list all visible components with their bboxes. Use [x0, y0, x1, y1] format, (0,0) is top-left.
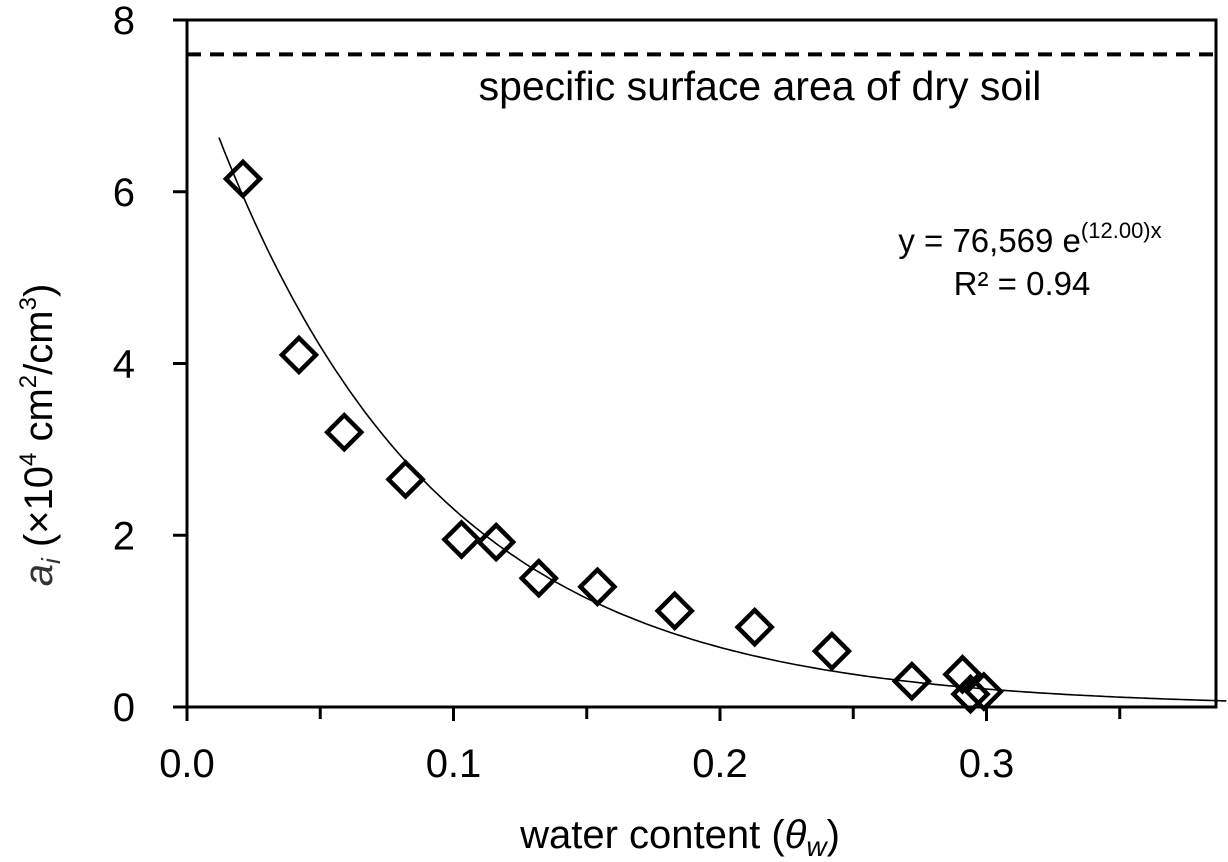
y-axis-title-symbol: a	[17, 564, 61, 586]
y-axis-title-per: /cm	[17, 310, 61, 374]
x-axis-title-symbol: θ	[785, 813, 807, 857]
data-point	[441, 519, 482, 560]
data-point	[734, 606, 775, 648]
reference-line-label: specific surface area of dry soil	[479, 63, 1042, 109]
x-axis-title-subscript: w	[806, 831, 828, 862]
fit-r-squared: R² = 0.94	[954, 265, 1091, 302]
y-axis-title-close: )	[17, 284, 61, 297]
x-tick-label: 0.1	[426, 742, 482, 786]
data-point	[324, 412, 365, 453]
data-point	[963, 671, 1005, 712]
y-axis-title-subscript: i	[36, 557, 66, 564]
y-axis-title-exp2: 2	[15, 375, 42, 388]
data-point	[811, 630, 853, 672]
data-point	[278, 334, 320, 376]
data-point	[518, 558, 559, 599]
data-points	[222, 158, 1005, 715]
data-point	[942, 654, 983, 695]
fit-equation: y = 76,569 e(12.00)x	[898, 218, 1161, 259]
y-tick-label: 4	[113, 343, 135, 387]
y-axis-title: ai (×104 cm2/cm3)	[15, 284, 66, 587]
y-axis-title-factor: (×10	[17, 466, 61, 558]
data-point	[891, 661, 933, 702]
y-axis-title-unit: cm	[17, 388, 61, 452]
y-tick-label: 2	[113, 514, 135, 558]
x-tick-label: 0.2	[692, 742, 748, 786]
y-tick-label: 8	[113, 0, 135, 43]
x-tick-label: 0.3	[959, 742, 1015, 786]
x-axis-title-prefix: water content (	[519, 813, 785, 857]
fit-equation-main: y = 76,569 e	[898, 222, 1081, 259]
y-axis-title-exp3: 3	[15, 297, 42, 310]
plot-area-frame	[185, 18, 1218, 709]
exponential-fit-curve	[218, 137, 1227, 702]
y-tick-label: 0	[113, 686, 135, 730]
y-axis: 0 2 4 6 8	[113, 0, 187, 730]
data-point	[385, 459, 426, 500]
x-tick-label: 0.0	[159, 742, 215, 786]
x-axis-title: water content (θw)	[519, 813, 840, 862]
fit-equation-exponent: (12.00)x	[1081, 218, 1162, 243]
data-point	[950, 673, 991, 715]
y-tick-label: 6	[113, 171, 135, 215]
x-axis-title-suffix: )	[827, 813, 840, 857]
y-axis-title-exp4: 4	[15, 453, 42, 466]
data-point	[222, 158, 264, 200]
data-point	[654, 590, 695, 632]
data-point	[475, 521, 517, 563]
x-axis: 0.0 0.1 0.2 0.3	[159, 707, 1122, 786]
data-point	[577, 566, 618, 607]
